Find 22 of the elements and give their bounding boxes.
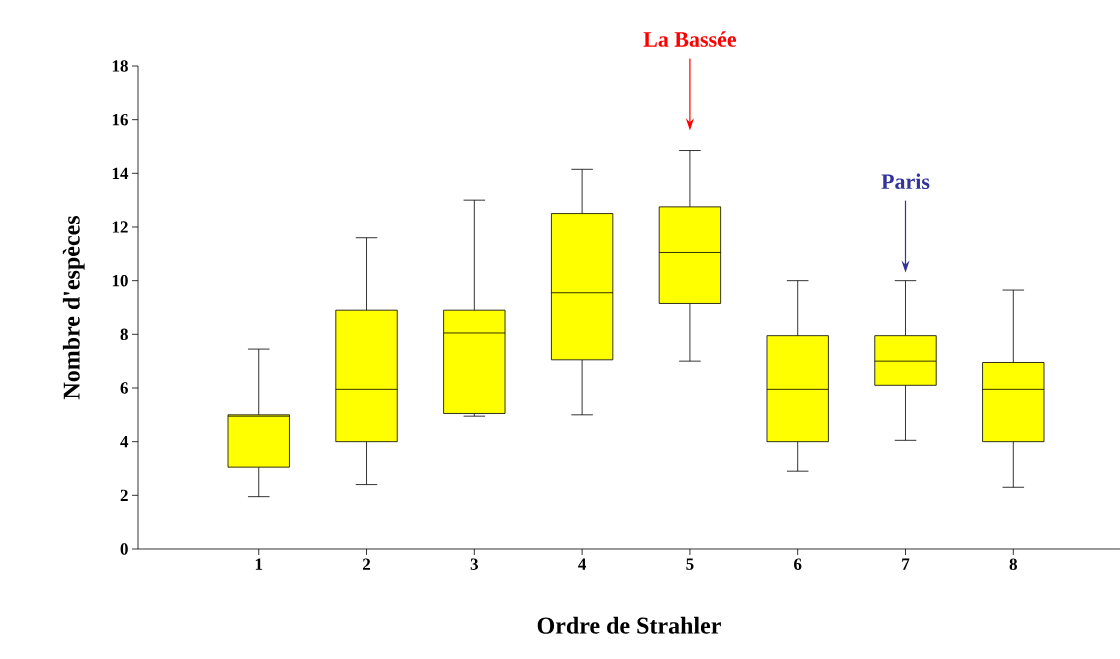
annotation: Paris — [881, 173, 930, 190]
y-axis-title: Nombre d'espèces — [62, 216, 85, 400]
x-tick-label: 3 — [470, 558, 478, 570]
x-tick-label: 1 — [255, 558, 263, 570]
y-tick-label: 10 — [112, 274, 128, 287]
x-tick-label: 4 — [578, 558, 587, 570]
y-tick-label: 0 — [120, 543, 128, 555]
x-tick-label: 6 — [794, 558, 802, 570]
x-tick-label: 5 — [686, 558, 694, 570]
y-tick-label: 14 — [112, 167, 129, 179]
x-tick-label: 2 — [363, 558, 371, 570]
y-tick-label: 16 — [112, 113, 128, 126]
y-tick-label: 8 — [120, 328, 128, 341]
y-tick-label: 6 — [120, 382, 128, 394]
y-tick-label: 18 — [112, 60, 128, 72]
x-tick-label: 8 — [1009, 558, 1017, 570]
text: La Bassée — [643, 31, 737, 47]
x-axis-title: Ordre de Strahler — [537, 616, 721, 634]
x-tick-label: 7 — [902, 558, 910, 570]
y-tick-label: 2 — [120, 489, 128, 501]
y-tick-label: 12 — [112, 221, 128, 233]
y-tick-label: 4 — [120, 436, 129, 448]
